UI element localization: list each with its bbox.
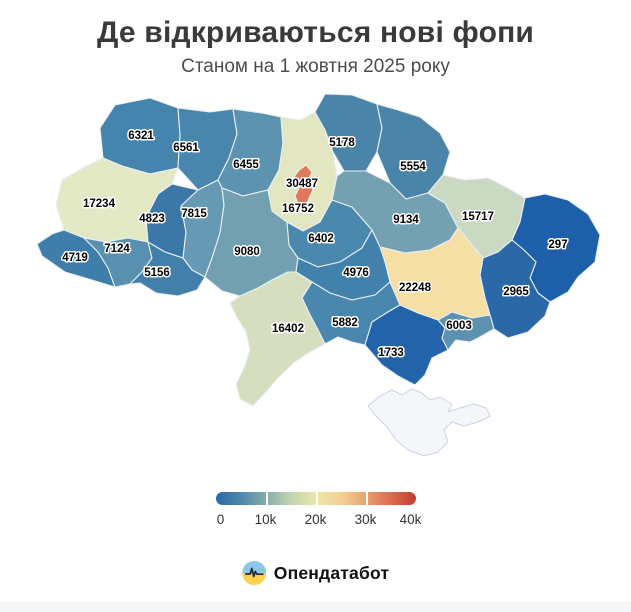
region-value-chernihiv: 5178	[329, 137, 355, 149]
region-value-kirovohrad: 4976	[343, 267, 369, 279]
region-value-rivne: 6561	[173, 142, 199, 154]
region-kyiv_city[interactable]	[293, 164, 314, 207]
region-value-lviv: 17234	[83, 198, 116, 210]
region-value-donetsk: 2965	[503, 286, 529, 298]
region-value-zakarpattia: 4719	[62, 252, 88, 264]
colorbar-separator	[265, 492, 268, 505]
colorbar-gradient-bar	[215, 492, 416, 505]
colorbar-tick-20k: 20k	[304, 512, 327, 527]
colorbar-ticks: 0 10k 20k 30k 40k	[216, 512, 422, 530]
region-value-dnipropetrovsk: 22248	[399, 282, 432, 294]
region-value-volyn: 6321	[128, 130, 154, 142]
region-value-kyiv_city: 30487	[286, 178, 318, 190]
region-value-zhytomyr: 6455	[233, 159, 259, 171]
region-value-odesa: 16402	[272, 323, 304, 335]
region-value-cherkasy: 6402	[308, 233, 334, 245]
region-value-zaporizhzhia: 6003	[446, 320, 472, 332]
colorbar-separator	[365, 492, 368, 505]
opendatabot-brand: Опендатабот	[241, 561, 390, 585]
region-value-ivano_frankivsk: 7124	[104, 243, 130, 255]
colorbar-tick-40k: 40k	[399, 512, 422, 527]
colorbar-tick-0: 0	[216, 512, 225, 527]
region-value-mykolaiv: 5882	[332, 317, 358, 329]
region-value-kyiv_oblast: 16752	[282, 203, 314, 215]
region-value-khmelnytskyi: 7815	[181, 208, 207, 220]
page-title: Де відкриваються нові фопи	[96, 16, 535, 49]
region-zaporizhzhia[interactable]	[437, 311, 495, 351]
region-crimea[interactable]	[367, 388, 491, 457]
colorbar-tick-30k: 30k	[354, 512, 377, 527]
region-chernivtsi[interactable]	[129, 241, 206, 297]
region-value-ternopil: 4823	[139, 213, 165, 225]
region-value-vinnytsia: 9080	[234, 246, 260, 258]
page-subtitle: Станом на 1 жовтня 2025 року	[181, 56, 450, 77]
brand-name: Опендатабот	[273, 562, 390, 583]
region-value-luhansk: 297	[548, 239, 567, 251]
colorbar-legend: 0 10k 20k 30k 40k	[215, 492, 422, 534]
region-value-sumy: 5554	[400, 161, 426, 173]
opendatabot-logo-icon	[241, 561, 266, 585]
region-value-poltava: 9134	[393, 214, 419, 226]
region-value-kharkiv: 15717	[462, 211, 494, 223]
footer-strip	[0, 602, 631, 612]
region-value-chernivtsi: 5156	[144, 267, 170, 279]
region-odesa[interactable]	[229, 271, 326, 407]
region-value-kherson: 1733	[378, 347, 404, 359]
colorbar-separator	[315, 492, 318, 505]
colorbar-tick-10k: 10k	[254, 512, 277, 527]
